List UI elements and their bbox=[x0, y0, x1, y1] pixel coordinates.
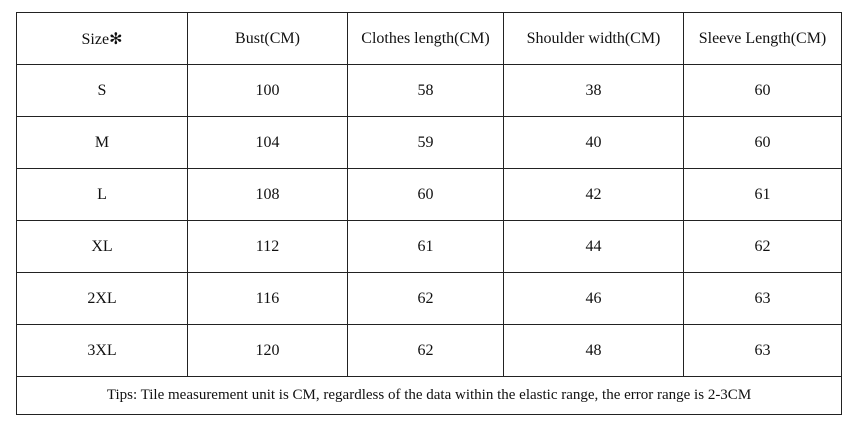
data-cell: 112 bbox=[187, 220, 348, 273]
data-cell: 62 bbox=[347, 324, 504, 377]
data-cell: XL bbox=[16, 220, 188, 273]
data-cell: 60 bbox=[683, 64, 842, 117]
data-cell: L bbox=[16, 168, 188, 221]
data-cell: 120 bbox=[187, 324, 348, 377]
header-cell: Bust(CM) bbox=[187, 12, 348, 65]
data-cell: 63 bbox=[683, 324, 842, 377]
data-row: 2XL 116 62 46 63 bbox=[16, 272, 842, 325]
data-cell: 38 bbox=[503, 64, 684, 117]
data-cell: 62 bbox=[347, 272, 504, 325]
data-row: S 100 58 38 60 bbox=[16, 64, 842, 117]
data-cell: 60 bbox=[683, 116, 842, 169]
data-cell: 60 bbox=[347, 168, 504, 221]
header-cell: Shoulder width(CM) bbox=[503, 12, 684, 65]
data-cell: 62 bbox=[683, 220, 842, 273]
tips: Tips: Tile measurement unit is CM, regar… bbox=[16, 376, 842, 415]
data-cell: 58 bbox=[347, 64, 504, 117]
header-cell: Sleeve Length(CM) bbox=[683, 12, 842, 65]
data-cell: M bbox=[16, 116, 188, 169]
data-cell: 44 bbox=[503, 220, 684, 273]
size-chart: Size✻ Bust(CM) Clothes length(CM) Shoulder … bbox=[16, 12, 842, 415]
data-cell: 116 bbox=[187, 272, 348, 325]
data-cell: 3XL bbox=[16, 324, 188, 377]
data-cell: 61 bbox=[347, 220, 504, 273]
data-row: 3XL 120 62 48 63 bbox=[16, 324, 842, 377]
size-table: Size✻ Bust(CM) Clothes length(CM) Shoulder … bbox=[16, 12, 842, 415]
data-cell: 46 bbox=[503, 272, 684, 325]
data-cell: 61 bbox=[683, 168, 842, 221]
data-cell: 42 bbox=[503, 168, 684, 221]
data-cell: 108 bbox=[187, 168, 348, 221]
data-row: M 104 59 40 60 bbox=[16, 116, 842, 169]
data-cell: 104 bbox=[187, 116, 348, 169]
data-cell: S bbox=[16, 64, 188, 117]
data-cell: 100 bbox=[187, 64, 348, 117]
data-cell: 63 bbox=[683, 272, 842, 325]
data-cell: 48 bbox=[503, 324, 684, 377]
data-cell: 40 bbox=[503, 116, 684, 169]
data-row: L 108 60 42 61 bbox=[16, 168, 842, 221]
header-cell: Size✻ bbox=[16, 12, 188, 65]
data-row: XL 112 61 44 62 bbox=[16, 220, 842, 273]
header-cell: Clothes length(CM) bbox=[347, 12, 504, 65]
footer-row: Tips: Tile measurement unit is CM, regar… bbox=[16, 376, 842, 415]
data-cell: 59 bbox=[347, 116, 504, 169]
header-row: Size✻ Bust(CM) Clothes length(CM) Shoulder … bbox=[16, 12, 842, 65]
data-cell: 2XL bbox=[16, 272, 188, 325]
